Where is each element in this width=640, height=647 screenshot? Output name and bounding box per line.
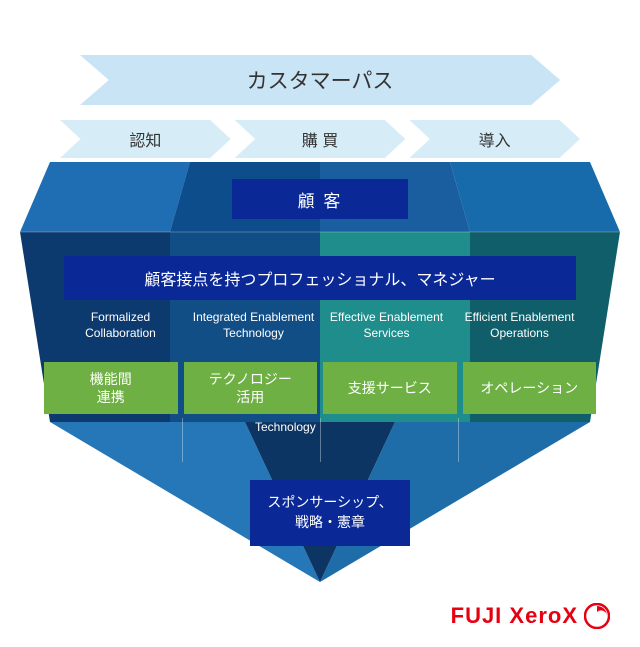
stage-label: 購 買	[302, 127, 338, 151]
stage-arrow: 導入	[409, 120, 580, 158]
fuji-xerox-logo: FUJI XeroX	[451, 603, 610, 629]
eng-label: Efficient Enablement Operations	[453, 310, 586, 341]
divider	[458, 418, 459, 462]
stage-arrow: 認知	[60, 120, 231, 158]
customer-chip-label: 顧 客	[298, 187, 343, 212]
sub-arrow-row: 認知 購 買 導入	[60, 120, 580, 158]
technology-sublabel: Technology	[255, 420, 316, 434]
green-chip-label: オペレーション	[480, 379, 578, 397]
green-chip-label: テクノロジー 活用	[209, 370, 292, 406]
infographic-root: カスタマーパス 認知 購 買 導入 顧 客 顧客接点を持つプロフェッショナル、マ…	[0, 0, 640, 647]
green-chip: 支援サービス	[323, 362, 457, 414]
green-chips-row: 機能間 連携 テクノロジー 活用 支援サービス オペレーション	[44, 362, 596, 414]
green-chip-label: 機能間 連携	[90, 370, 132, 406]
customer-path-arrow: カスタマーパス	[80, 55, 560, 105]
green-chip: オペレーション	[463, 362, 597, 414]
eng-label: Formalized Collaboration	[54, 310, 187, 341]
sponsorship-chip: スポンサーシップ、 戦略・憲章	[250, 480, 410, 546]
eng-label: Integrated Enablement Technology	[187, 310, 320, 341]
stage-label: 導入	[479, 127, 511, 151]
professional-chip: 顧客接点を持つプロフェッショナル、マネジャー	[64, 256, 576, 300]
green-chip: 機能間 連携	[44, 362, 178, 414]
stage-arrow: 購 買	[235, 120, 406, 158]
professional-chip-label: 顧客接点を持つプロフェッショナル、マネジャー	[144, 266, 495, 290]
logo-swirl-icon	[584, 603, 610, 629]
eng-label: Effective Enablement Services	[320, 310, 453, 341]
logo-text: FUJI XeroX	[451, 603, 578, 629]
sponsorship-label: スポンサーシップ、 戦略・憲章	[267, 493, 392, 532]
stage-label: 認知	[129, 127, 161, 151]
green-chip-label: 支援サービス	[348, 379, 432, 397]
customer-path-label: カスタマーパス	[247, 65, 394, 95]
divider	[320, 418, 321, 462]
green-chip: テクノロジー 活用	[184, 362, 318, 414]
english-labels-row: Formalized Collaboration Integrated Enab…	[54, 310, 586, 341]
customer-chip: 顧 客	[232, 179, 408, 219]
divider	[182, 418, 183, 462]
